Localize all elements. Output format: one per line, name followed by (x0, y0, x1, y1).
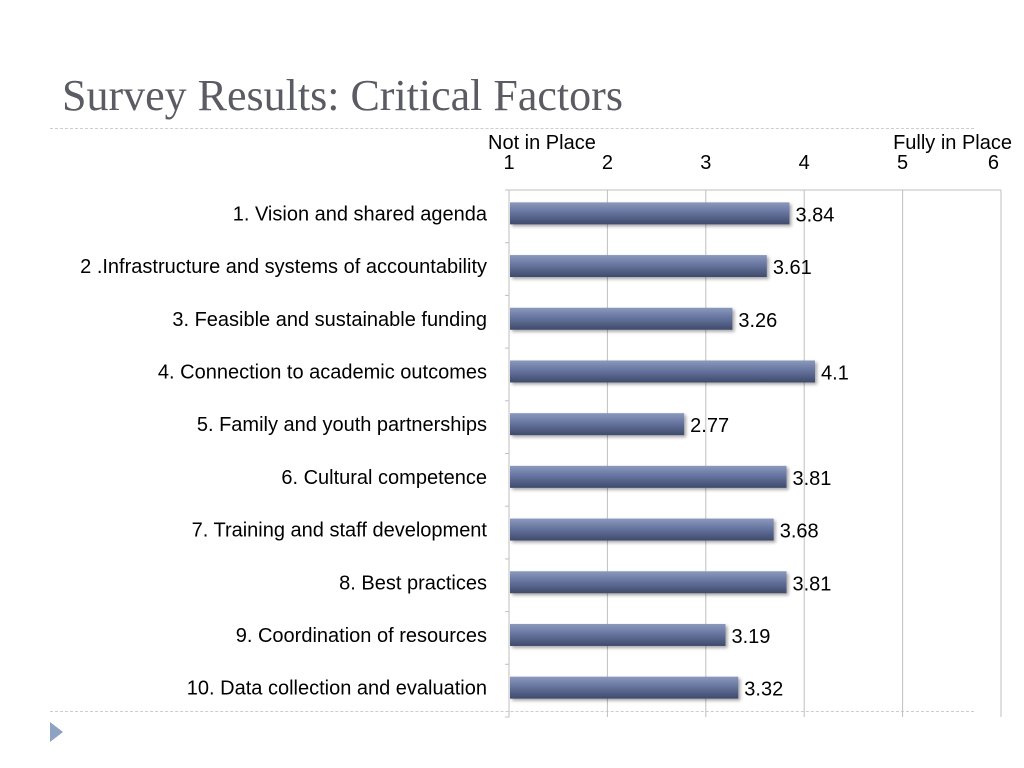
scale-low-label: Not in Place (488, 132, 596, 154)
x-tick-label: 4 (799, 152, 810, 174)
bar (510, 518, 774, 541)
x-tick-label: 6 (988, 152, 999, 174)
data-label: 3.26 (738, 310, 777, 332)
bar (510, 465, 787, 488)
data-label: 2.77 (690, 415, 729, 437)
bar (510, 413, 685, 436)
category-label: 9. Coordination of resources (236, 625, 487, 647)
data-label: 3.84 (795, 204, 834, 226)
data-label: 3.81 (793, 468, 832, 490)
bar (510, 307, 733, 330)
bar (510, 360, 816, 383)
bar (510, 202, 790, 225)
category-label: 7. Training and staff development (192, 520, 488, 542)
category-label: 8. Best practices (339, 572, 487, 594)
x-tick-label: 1 (503, 152, 514, 174)
data-label: 3.81 (793, 573, 832, 595)
title-divider (50, 128, 974, 129)
x-tick-label: 3 (700, 152, 711, 174)
category-label: 2 .Infrastructure and systems of account… (80, 256, 487, 278)
data-label: 3.19 (731, 626, 770, 648)
bar (510, 571, 787, 594)
bar (510, 623, 726, 646)
data-label: 3.68 (780, 521, 819, 543)
x-tick-label: 5 (897, 152, 908, 174)
slide-title: Survey Results: Critical Factors (62, 71, 623, 120)
x-tick-label: 2 (602, 152, 613, 174)
footer-divider (50, 711, 974, 712)
category-label: 5. Family and youth partnerships (197, 414, 487, 436)
data-label: 3.32 (744, 679, 783, 701)
category-label: 3. Feasible and sustainable funding (172, 309, 487, 331)
bar (510, 676, 739, 699)
scale-high-label: Fully in Place (893, 132, 1012, 154)
category-label: 6. Cultural competence (281, 467, 487, 489)
data-label: 3.61 (773, 257, 812, 279)
triangle-bullet-icon (50, 722, 63, 742)
data-label: 4.1 (821, 362, 849, 384)
bar (510, 255, 767, 278)
category-label: 1. Vision and shared agenda (233, 203, 488, 225)
category-label: 4. Connection to academic outcomes (158, 361, 487, 383)
category-label: 10. Data collection and evaluation (187, 678, 487, 700)
